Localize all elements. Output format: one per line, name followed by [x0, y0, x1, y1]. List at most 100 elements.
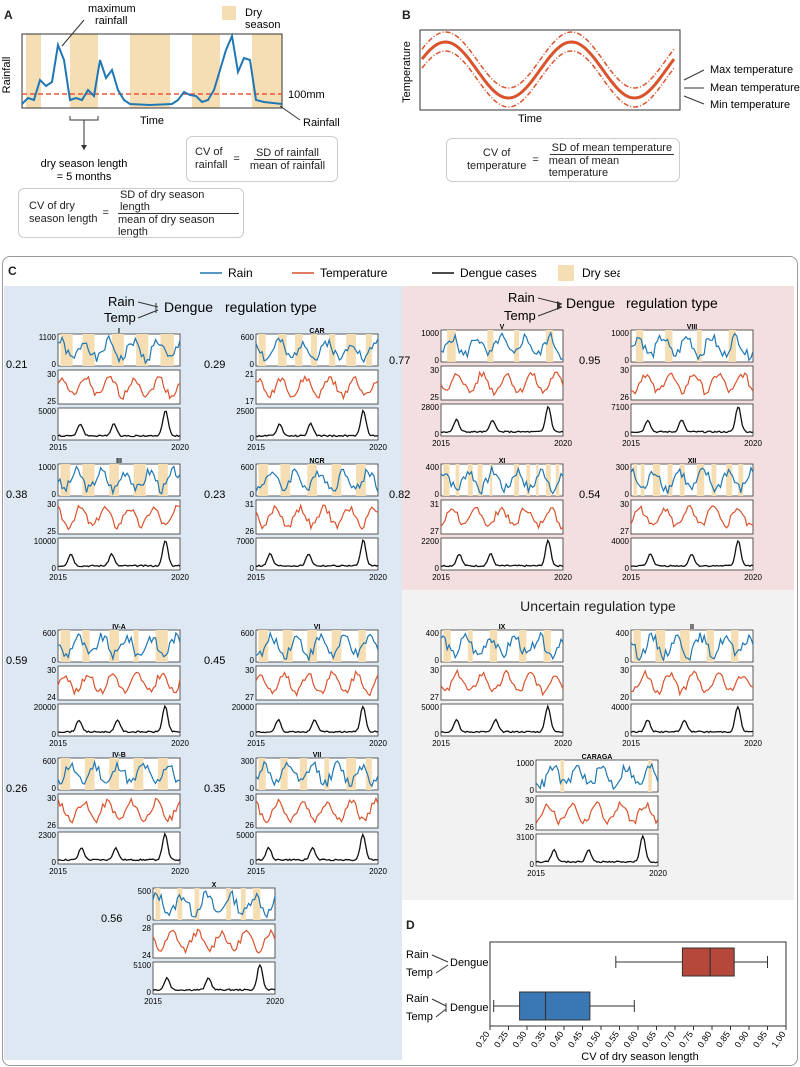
svg-text:2015: 2015 — [527, 869, 545, 878]
svg-text:1100: 1100 — [39, 333, 57, 342]
panel-label-c: C — [8, 264, 17, 278]
cv-rainfall-den: mean of rainfall — [249, 159, 326, 172]
svg-text:26: 26 — [620, 393, 629, 402]
svg-text:1000: 1000 — [421, 329, 439, 338]
svg-text:28: 28 — [142, 924, 151, 933]
cv-dry-den: mean of dry season length — [117, 213, 215, 238]
legend-dry: Dry season — [582, 266, 620, 280]
cv-rainfall-lhs: CV of rainfall — [195, 146, 228, 171]
svg-text:30: 30 — [47, 370, 56, 379]
region-title: NCR — [309, 458, 324, 465]
svg-text:24: 24 — [142, 951, 151, 960]
svg-text:2020: 2020 — [744, 739, 762, 748]
boxplot-tick-label: 0.55 — [603, 1029, 621, 1049]
svg-text:400: 400 — [616, 629, 630, 638]
svg-text:2020: 2020 — [266, 997, 284, 1006]
dry-legend-swatch — [222, 6, 236, 20]
panel-c-legend: Rain Temperature Dengue cases Dry season — [200, 265, 620, 281]
panel-label-b: B — [402, 8, 411, 22]
svg-text:5000: 5000 — [38, 407, 56, 416]
region-cv-value: 0.29 — [204, 359, 225, 371]
cv-rainfall-num: SD of rainfall — [253, 146, 321, 160]
boxplot-tick-label: 0.60 — [621, 1029, 639, 1049]
panel-b-xlabel: Time — [518, 113, 542, 125]
svg-text:Rain: Rain — [406, 993, 429, 1005]
svg-text:5100: 5100 — [133, 961, 151, 970]
svg-text:2015: 2015 — [247, 573, 265, 582]
boxplot-tick-label: 0.30 — [510, 1029, 528, 1049]
svg-text:2015: 2015 — [49, 739, 67, 748]
region-title: VII — [313, 752, 322, 759]
rainfall-arrow — [279, 105, 301, 121]
region-cv-value: 0.77 — [389, 355, 410, 367]
region-cv-value: 0.95 — [579, 355, 600, 367]
svg-text:0: 0 — [435, 656, 440, 665]
legend-dengue: Dengue cases — [460, 266, 537, 280]
boxplot-tick-label: 0.85 — [714, 1029, 732, 1049]
svg-text:20: 20 — [620, 693, 629, 702]
max-rainfall-label-1: maximum — [88, 3, 136, 15]
svg-text:26: 26 — [525, 823, 534, 832]
max-temp-label: Max temperature — [710, 64, 793, 76]
svg-text:10000: 10000 — [34, 537, 57, 546]
svg-text:30: 30 — [245, 666, 254, 675]
svg-text:30: 30 — [525, 796, 534, 805]
svg-text:2015: 2015 — [247, 867, 265, 876]
region-cv-value: 0.59 — [6, 655, 27, 667]
boxplot-tick-label: 0.50 — [584, 1029, 602, 1049]
svg-text:600: 600 — [241, 333, 255, 342]
svg-text:7000: 7000 — [236, 537, 254, 546]
svg-text:300: 300 — [616, 463, 630, 472]
region-title: VIII — [687, 324, 698, 331]
svg-text:0: 0 — [250, 490, 255, 499]
boxplot-tick-label: 0.20 — [473, 1029, 491, 1049]
max-rainfall-label-2: rainfall — [95, 15, 127, 27]
region-cv-value: 0.35 — [204, 783, 225, 795]
svg-text:600: 600 — [241, 629, 255, 638]
svg-text:0: 0 — [52, 360, 57, 369]
cv-dry-num: SD of dry season length — [117, 189, 239, 214]
svg-text:17: 17 — [245, 397, 254, 406]
svg-text:21: 21 — [245, 370, 254, 379]
svg-text:Rain: Rain — [108, 294, 135, 309]
panel-a-dry-seasons — [26, 34, 282, 108]
svg-text:2015: 2015 — [49, 573, 67, 582]
boxplot-tick-label: 0.45 — [566, 1029, 584, 1049]
svg-text:2020: 2020 — [171, 573, 189, 582]
region-cv-value: 0.54 — [579, 489, 600, 501]
svg-text:0: 0 — [250, 656, 255, 665]
region-cv-value: 0.26 — [6, 783, 27, 795]
dry-length-bracket — [69, 116, 99, 150]
boxplot-xlabel: CV of dry season length — [581, 1051, 698, 1063]
panel-a-ylabel: Rainfall — [1, 57, 13, 94]
svg-text:300: 300 — [241, 757, 255, 766]
boxplot-tick-label: 0.95 — [751, 1029, 769, 1049]
dry-length-label-1: dry season length — [41, 158, 128, 170]
panel-d-boxplot: 0.20 0.25 0.30 0.35 0.40 0.45 0.50 0.55 0.60 0.65… — [406, 941, 788, 1063]
svg-text:0: 0 — [52, 730, 57, 739]
region-title: X — [212, 882, 217, 889]
region-cv-value: 0.56 — [101, 913, 122, 925]
svg-text:2300: 2300 — [38, 831, 56, 840]
svg-text:31: 31 — [245, 500, 254, 509]
svg-text:2020: 2020 — [554, 573, 572, 582]
svg-text:0: 0 — [52, 784, 57, 793]
svg-text:2020: 2020 — [554, 439, 572, 448]
svg-text:0: 0 — [435, 564, 440, 573]
region-title: IV-A — [112, 624, 126, 631]
svg-text:2500: 2500 — [236, 407, 254, 416]
svg-text:7100: 7100 — [611, 403, 629, 412]
max-rainfall-arrow — [61, 19, 85, 47]
max-temp-line — [421, 31, 675, 89]
boxplot-tick-label: 0.90 — [732, 1029, 750, 1049]
svg-text:2015: 2015 — [247, 739, 265, 748]
svg-text:2200: 2200 — [421, 537, 439, 546]
svg-text:600: 600 — [241, 463, 255, 472]
